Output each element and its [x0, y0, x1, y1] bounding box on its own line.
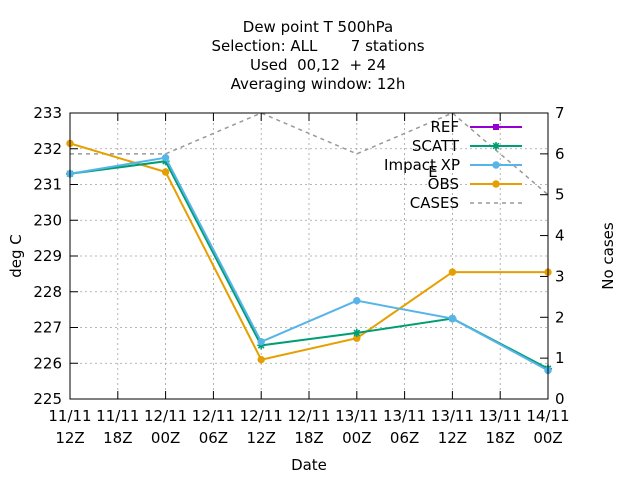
y-tick-label: 227 [33, 319, 62, 337]
data-point-impact-exp [353, 296, 361, 305]
series-group [66, 112, 552, 375]
y2-axis-label: No cases [599, 222, 617, 290]
data-point-scatt-core [354, 330, 359, 336]
legend-item-scatt: SCATT [412, 137, 522, 155]
x-tick-label-hour: 00Z [533, 429, 562, 447]
y2-tick-label: 1 [555, 349, 565, 367]
title-line: Averaging window: 12h [231, 75, 406, 93]
x-tick-label-hour: 18Z [294, 429, 323, 447]
x-tick-label-hour: 00Z [342, 429, 371, 447]
y-tick-label: 231 [33, 176, 62, 194]
x-tick-label-date: 13/11 [479, 407, 522, 425]
x-tick-label-hour: 06Z [199, 429, 228, 447]
x-tick-label-date: 14/11 [526, 407, 569, 425]
y2-tick-label: 3 [555, 267, 565, 285]
legend-label: REF [430, 118, 459, 136]
y-tick-label: 229 [33, 247, 62, 265]
y2-tick-label: 6 [555, 145, 565, 163]
x-tick-label-date: 11/11 [96, 407, 139, 425]
title-line: Selection: ALL 7 stations [211, 37, 424, 55]
legend-label: SCATT [412, 137, 460, 155]
axis-ticks: 225 226 227 228 229 230 231 232 233 0 1 2 3 4 5 6 7 11/11… [33, 104, 569, 447]
data-point-obs [257, 355, 265, 364]
y-axis-label: deg C [7, 234, 25, 278]
series-cases [70, 112, 549, 196]
legend-item-cases: CASES [410, 194, 522, 212]
legend-marker [493, 124, 499, 130]
x-tick-label-hour: 12Z [247, 429, 276, 447]
data-point-obs [161, 168, 170, 176]
x-axis-label: Date [291, 456, 327, 474]
x-tick-label-date: 13/11 [431, 407, 474, 425]
y2-tick-label: 2 [555, 308, 565, 326]
y-tick-label: 225 [33, 390, 62, 408]
y2-tick-label: 7 [555, 104, 565, 122]
data-point-impact-exp [448, 314, 457, 323]
data-point-impact-exp [161, 153, 170, 162]
series-obs [66, 139, 552, 364]
y-tick-label: 230 [33, 211, 62, 229]
y-tick-label: 228 [33, 283, 62, 301]
legend-item-impact-exp: Impact XPE [384, 156, 522, 181]
legend-marker [492, 180, 500, 188]
y-tick-label: 226 [33, 354, 62, 372]
legend-label: Impact XP [384, 156, 460, 174]
data-point-impact-exp [257, 338, 265, 346]
y2-tick-label: 5 [555, 186, 565, 204]
x-tick-label-date: 11/11 [48, 407, 91, 425]
y-tick-label: 233 [33, 104, 62, 122]
legend-label: OBS [428, 175, 459, 193]
x-tick-label-date: 12/11 [144, 407, 187, 425]
y2-tick-label: 4 [555, 227, 565, 245]
data-point-obs [448, 268, 457, 276]
x-tick-label-date: 12/11 [192, 407, 235, 425]
x-tick-label-date: 13/11 [383, 407, 426, 425]
title-line: Used 00,12 + 24 [250, 56, 386, 74]
series-line-impact-exp [69, 156, 549, 372]
legend-marker [492, 161, 500, 169]
x-tick-label-date: 12/11 [287, 407, 330, 425]
grid [70, 113, 548, 399]
title-line: Dew point T 500hPa [243, 18, 393, 36]
x-tick-label-hour: 12Z [438, 429, 467, 447]
legend-label: CASES [410, 194, 459, 212]
legend-marker-core [493, 143, 499, 149]
x-tick-label-hour: 12Z [55, 429, 84, 447]
x-tick-label-hour: 18Z [486, 429, 515, 447]
series-line-obs [69, 142, 548, 361]
y-tick-label: 232 [33, 140, 62, 158]
series-line-cases [70, 112, 549, 196]
x-tick-label-hour: 18Z [103, 429, 132, 447]
series-impact-exp [66, 153, 552, 375]
legend-item-obs: OBS [428, 175, 522, 193]
x-tick-label-hour: 00Z [151, 429, 180, 447]
x-tick-label-hour: 06Z [390, 429, 419, 447]
legend-item-ref: REF [430, 118, 522, 136]
x-tick-label-date: 13/11 [335, 407, 378, 425]
y2-tick-label: 0 [555, 390, 565, 408]
legend-label-subscript: E [428, 163, 437, 181]
x-tick-label-date: 12/11 [240, 407, 283, 425]
